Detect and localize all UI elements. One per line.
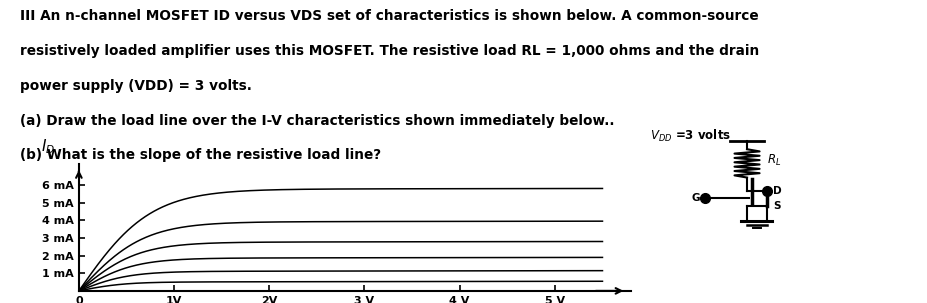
- Text: III An n-channel MOSFET ID versus VDS set of characteristics is shown below. A c: III An n-channel MOSFET ID versus VDS se…: [20, 9, 758, 23]
- Text: $V_{DD}$ =3 volts: $V_{DD}$ =3 volts: [649, 128, 730, 144]
- Text: $I_D$: $I_D$: [42, 137, 56, 156]
- Text: power supply (VDD) = 3 volts.: power supply (VDD) = 3 volts.: [20, 79, 252, 93]
- Text: $R_L$: $R_L$: [766, 152, 780, 168]
- Text: (a) Draw the load line over the I-V characteristics shown immediately below..: (a) Draw the load line over the I-V char…: [20, 114, 615, 128]
- Text: D: D: [773, 186, 781, 196]
- Text: S: S: [773, 201, 781, 211]
- Text: resistively loaded amplifier uses this MOSFET. The resistive load RL = 1,000 ohm: resistively loaded amplifier uses this M…: [20, 44, 758, 58]
- Text: (b) What is the slope of the resistive load line?: (b) What is the slope of the resistive l…: [20, 148, 381, 162]
- Text: G: G: [691, 193, 699, 203]
